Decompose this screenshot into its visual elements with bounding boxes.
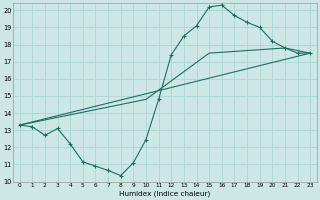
X-axis label: Humidex (Indice chaleur): Humidex (Indice chaleur) <box>119 190 211 197</box>
